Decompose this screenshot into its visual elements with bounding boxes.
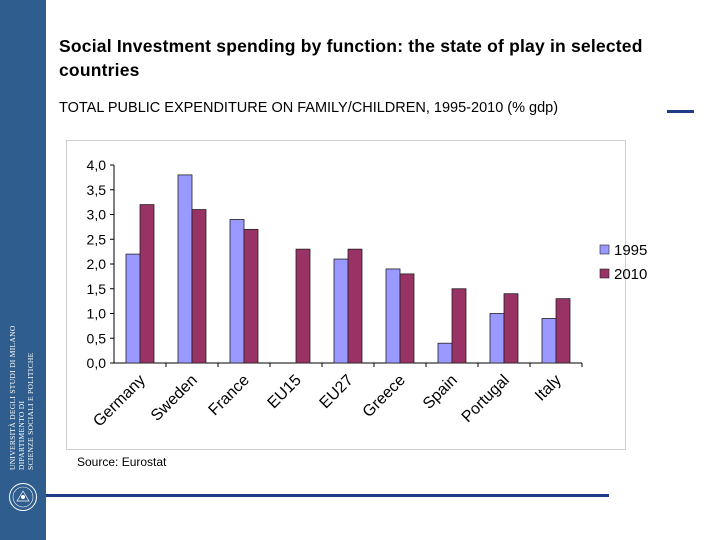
bar-1995-germany [125, 253, 141, 364]
bar-2010-eu15 [295, 248, 311, 364]
y-tick-label: 0,0 [87, 355, 107, 371]
x-tick-label: France [206, 372, 253, 419]
bar-2010-italy [555, 298, 571, 364]
slide-title: Social Investment spending by function: … [59, 36, 643, 80]
sidebar: UNIVERSITÀ DEGLI STUDI DI MILANO DIPARTI… [0, 0, 46, 540]
bar-1995-sweden [177, 174, 193, 364]
y-tick-label: 0,5 [87, 330, 107, 346]
bar-2010-france [243, 228, 259, 364]
x-tick-label: Greece [360, 372, 409, 421]
bar-1995-spain [437, 342, 453, 364]
bar-2010-eu27 [347, 248, 363, 364]
bar-2010-greece [399, 273, 415, 364]
x-tick-label: Sweden [148, 372, 201, 425]
legend-label-2010: 2010 [614, 266, 647, 283]
bar-1995-italy [541, 318, 557, 364]
y-tick-label: 1,5 [87, 281, 107, 297]
y-tick-label: 4,0 [87, 157, 107, 173]
legend-swatch-1995 [599, 244, 610, 255]
source-note: Source: Eurostat [77, 455, 167, 469]
accent-rule-long [46, 494, 609, 497]
bar-2010-germany [139, 204, 155, 364]
x-tick-label: EU15 [265, 372, 305, 412]
bar-1995-greece [385, 268, 401, 364]
accent-rule-short [667, 110, 694, 113]
x-tick-label: Germany [90, 372, 149, 431]
x-tick-label: Italy [532, 372, 565, 405]
x-tick-label: Portugal [459, 372, 513, 426]
bar-1995-eu27 [333, 258, 349, 364]
bar-1995-france [229, 219, 245, 364]
y-tick-label: 2,0 [87, 256, 107, 272]
y-tick-label: 2,5 [87, 231, 107, 247]
bar-2010-spain [451, 288, 467, 364]
x-tick-label: Spain [420, 372, 461, 413]
bar-1995-portugal [489, 313, 505, 364]
y-tick-label: 1,0 [87, 306, 107, 322]
legend-label-1995: 1995 [614, 242, 647, 259]
university-seal-icon [9, 483, 37, 511]
bar-2010-sweden [191, 209, 207, 364]
y-tick-label: 3,5 [87, 182, 107, 198]
slide-subtitle: TOTAL PUBLIC EXPENDITURE ON FAMILY/CHILD… [59, 100, 559, 116]
x-tick-label: EU27 [317, 372, 357, 412]
bar-2010-portugal [503, 293, 519, 364]
y-tick-label: 3,0 [87, 207, 107, 223]
legend-swatch-2010 [599, 268, 610, 279]
